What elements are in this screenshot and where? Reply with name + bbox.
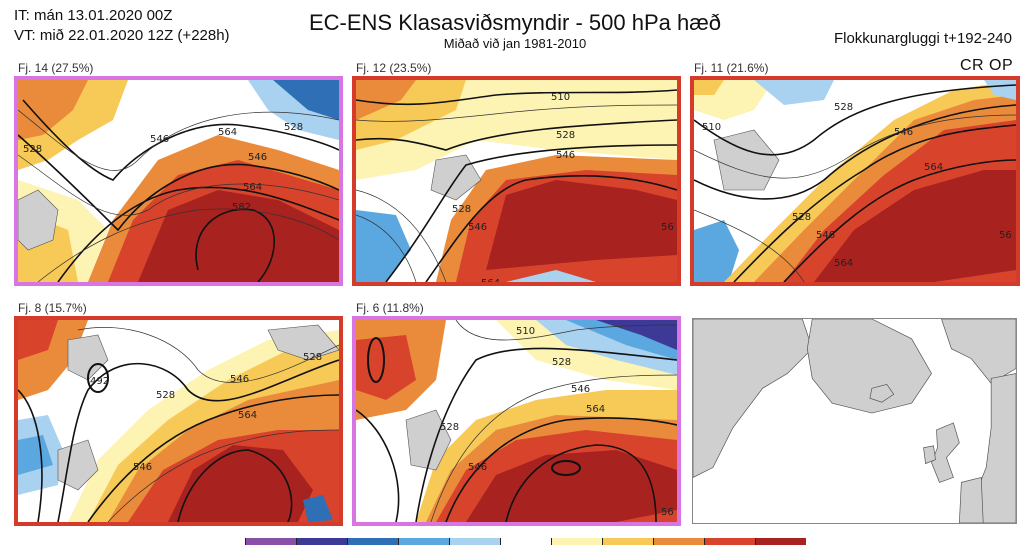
map-subtitle: Miðað við jan 1981-2010 bbox=[443, 36, 587, 51]
contour-label: 528 bbox=[303, 352, 322, 363]
contour-label: 510 bbox=[702, 122, 721, 133]
legend-swatch bbox=[245, 538, 296, 545]
contour-label: 56 bbox=[999, 230, 1012, 241]
contour-label: 510 bbox=[516, 326, 535, 337]
contour-label: 56 bbox=[661, 507, 674, 518]
contour-label: 564 bbox=[243, 182, 262, 193]
contour-label: 546 bbox=[150, 134, 169, 145]
panel-4-label: Fj. 8 (15.7%) bbox=[18, 301, 87, 315]
contour-label: 492 bbox=[90, 376, 109, 387]
contour-label: 510 bbox=[551, 92, 570, 103]
legend-swatch bbox=[653, 538, 704, 545]
cluster-map-5[interactable]: 510 528 546 564 546 528 56 bbox=[352, 316, 681, 526]
forecast-times: IT: mán 13.01.2020 00Z VT: mið 22.01.202… bbox=[14, 6, 230, 46]
contour-label: 546 bbox=[816, 230, 835, 241]
contour-label: 546 bbox=[556, 150, 575, 161]
contour-label: 564 bbox=[481, 278, 500, 282]
cluster-map-2[interactable]: 510 528 546 528 546 564 56 bbox=[352, 76, 681, 286]
legend-swatch bbox=[398, 538, 449, 545]
legend-swatch bbox=[296, 538, 347, 545]
contour-label: 546 bbox=[468, 222, 487, 233]
contour-label: 546 bbox=[468, 462, 487, 473]
contour-label: 546 bbox=[571, 384, 590, 395]
panel-5-label: Fj. 6 (11.8%) bbox=[356, 301, 424, 315]
contour-label: 564 bbox=[834, 258, 853, 269]
contour-label: 564 bbox=[238, 410, 257, 421]
cluster-map-4[interactable]: 492 528 546 564 546 528 bbox=[14, 316, 343, 526]
panel-2-label: Fj. 12 (23.5%) bbox=[356, 61, 432, 75]
panel-1-label: Fj. 14 (27.5%) bbox=[18, 61, 94, 75]
contour-label: 546 bbox=[230, 374, 249, 385]
legend-swatch bbox=[602, 538, 653, 545]
contour-label: 546 bbox=[894, 127, 913, 138]
legend-swatch bbox=[704, 538, 755, 545]
map-title: EC-ENS Klasasviðsmyndir - 500 hPa hæð bbox=[308, 10, 722, 35]
contour-label: 528 bbox=[452, 204, 471, 215]
panel-3-label: Fj. 11 (21.6%) bbox=[694, 61, 769, 75]
contour-label: 564 bbox=[586, 404, 605, 415]
contour-label: 528 bbox=[156, 390, 175, 401]
contour-label: 528 bbox=[792, 212, 811, 223]
contour-label: 56 bbox=[661, 222, 674, 233]
cr-op-label: CR OP bbox=[960, 57, 1014, 74]
cluster-map-3[interactable]: 510 528 546 564 528 546 564 56 bbox=[690, 76, 1020, 286]
anomaly-color-scale bbox=[245, 538, 806, 545]
contour-label: 528 bbox=[284, 122, 303, 133]
legend-swatch bbox=[551, 538, 602, 545]
legend-swatch bbox=[500, 538, 551, 545]
reference-map bbox=[692, 318, 1017, 524]
contour-label: 528 bbox=[552, 357, 571, 368]
contour-label: 528 bbox=[23, 144, 42, 155]
valid-time: VT: mið 22.01.2020 12Z (+228h) bbox=[14, 27, 230, 44]
contour-label: 528 bbox=[556, 130, 575, 141]
legend-swatch bbox=[755, 538, 806, 545]
classification-window: Flokkunargluggi t+192-240 bbox=[833, 30, 1012, 47]
contour-label: 546 bbox=[133, 462, 152, 473]
contour-label: 564 bbox=[218, 127, 237, 138]
cluster-map-1[interactable]: 528 546 564 582 528 546 564 bbox=[14, 76, 343, 286]
contour-label: 582 bbox=[232, 202, 251, 213]
issue-time: IT: mán 13.01.2020 00Z bbox=[14, 7, 173, 24]
contour-label: 546 bbox=[248, 152, 267, 163]
contour-label: 528 bbox=[834, 102, 853, 113]
legend-swatch bbox=[347, 538, 398, 545]
contour-label: 564 bbox=[924, 162, 943, 173]
contour-label: 528 bbox=[440, 422, 459, 433]
legend-swatch bbox=[449, 538, 500, 545]
